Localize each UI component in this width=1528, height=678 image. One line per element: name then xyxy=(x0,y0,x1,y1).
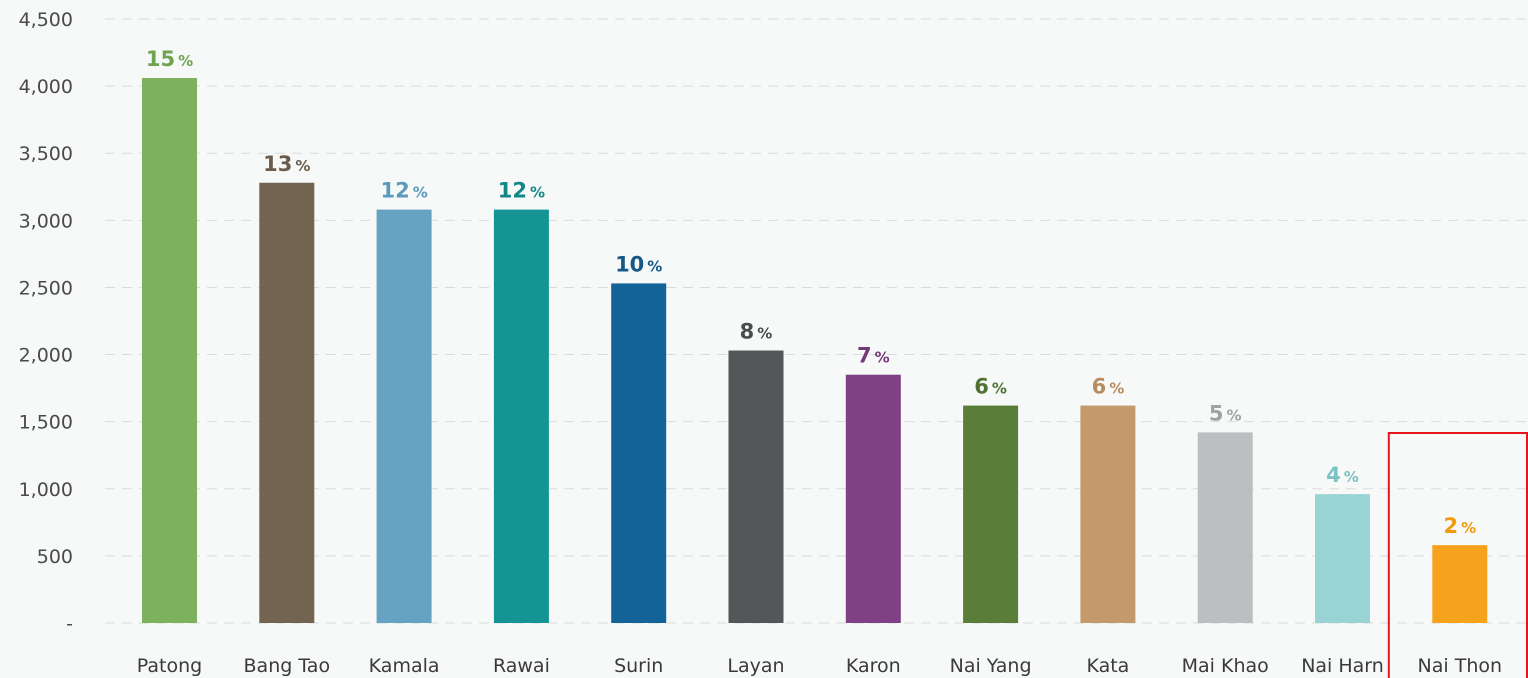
y-tick-label: 1,500 xyxy=(19,412,73,434)
bar-surin xyxy=(611,283,667,623)
data-label: 7% xyxy=(857,344,890,368)
data-label: 2% xyxy=(1443,514,1476,538)
category-label: Patong xyxy=(137,655,202,677)
category-label: Bang Tao xyxy=(244,655,331,677)
category-label: Karon xyxy=(846,655,901,677)
y-tick-label: 3,500 xyxy=(19,143,73,165)
data-label: 10% xyxy=(615,252,662,276)
y-tick-label: 4,000 xyxy=(19,76,73,98)
bar-rawai xyxy=(493,209,549,623)
data-label: 15% xyxy=(146,47,193,71)
y-tick-label: 2,000 xyxy=(19,345,73,367)
bar-nai-harn xyxy=(1315,494,1370,623)
category-label: Kamala xyxy=(369,655,440,677)
category-label: Nai Yang xyxy=(950,655,1032,677)
bar-nai-thon xyxy=(1432,545,1488,623)
y-tick-label: 500 xyxy=(37,546,73,568)
bar-bang-tao xyxy=(259,182,315,624)
highlight-box xyxy=(1387,432,1528,678)
bar-kata xyxy=(1080,405,1136,623)
data-label: 6% xyxy=(1092,375,1125,399)
data-label: 13% xyxy=(263,152,310,176)
category-label: Mai Khao xyxy=(1182,655,1269,677)
bar-mai-khao xyxy=(1197,432,1253,623)
data-label: 4% xyxy=(1326,463,1359,487)
category-label: Kata xyxy=(1086,655,1129,677)
bar-kamala xyxy=(376,209,432,623)
bar-layan xyxy=(728,350,784,623)
category-label: Surin xyxy=(614,655,663,677)
y-tick-label: - xyxy=(66,613,73,635)
category-label: Rawai xyxy=(493,655,550,677)
bar-karon xyxy=(845,374,901,623)
category-label: Layan xyxy=(727,655,784,677)
category-label: Nai Thon xyxy=(1418,655,1503,677)
y-tick-label: 2,500 xyxy=(19,277,73,299)
data-label: 12% xyxy=(380,179,427,203)
category-label: Nai Harn xyxy=(1301,655,1384,677)
data-label: 12% xyxy=(498,179,545,203)
y-tick-label: 4,500 xyxy=(19,9,73,31)
bar-nai-yang xyxy=(963,405,1019,623)
y-tick-label: 3,000 xyxy=(19,210,73,232)
bar-patong xyxy=(142,78,197,623)
data-label: 6% xyxy=(974,375,1007,399)
data-label: 5% xyxy=(1209,401,1242,425)
data-label: 8% xyxy=(740,320,773,344)
y-tick-label: 1,000 xyxy=(19,479,73,501)
